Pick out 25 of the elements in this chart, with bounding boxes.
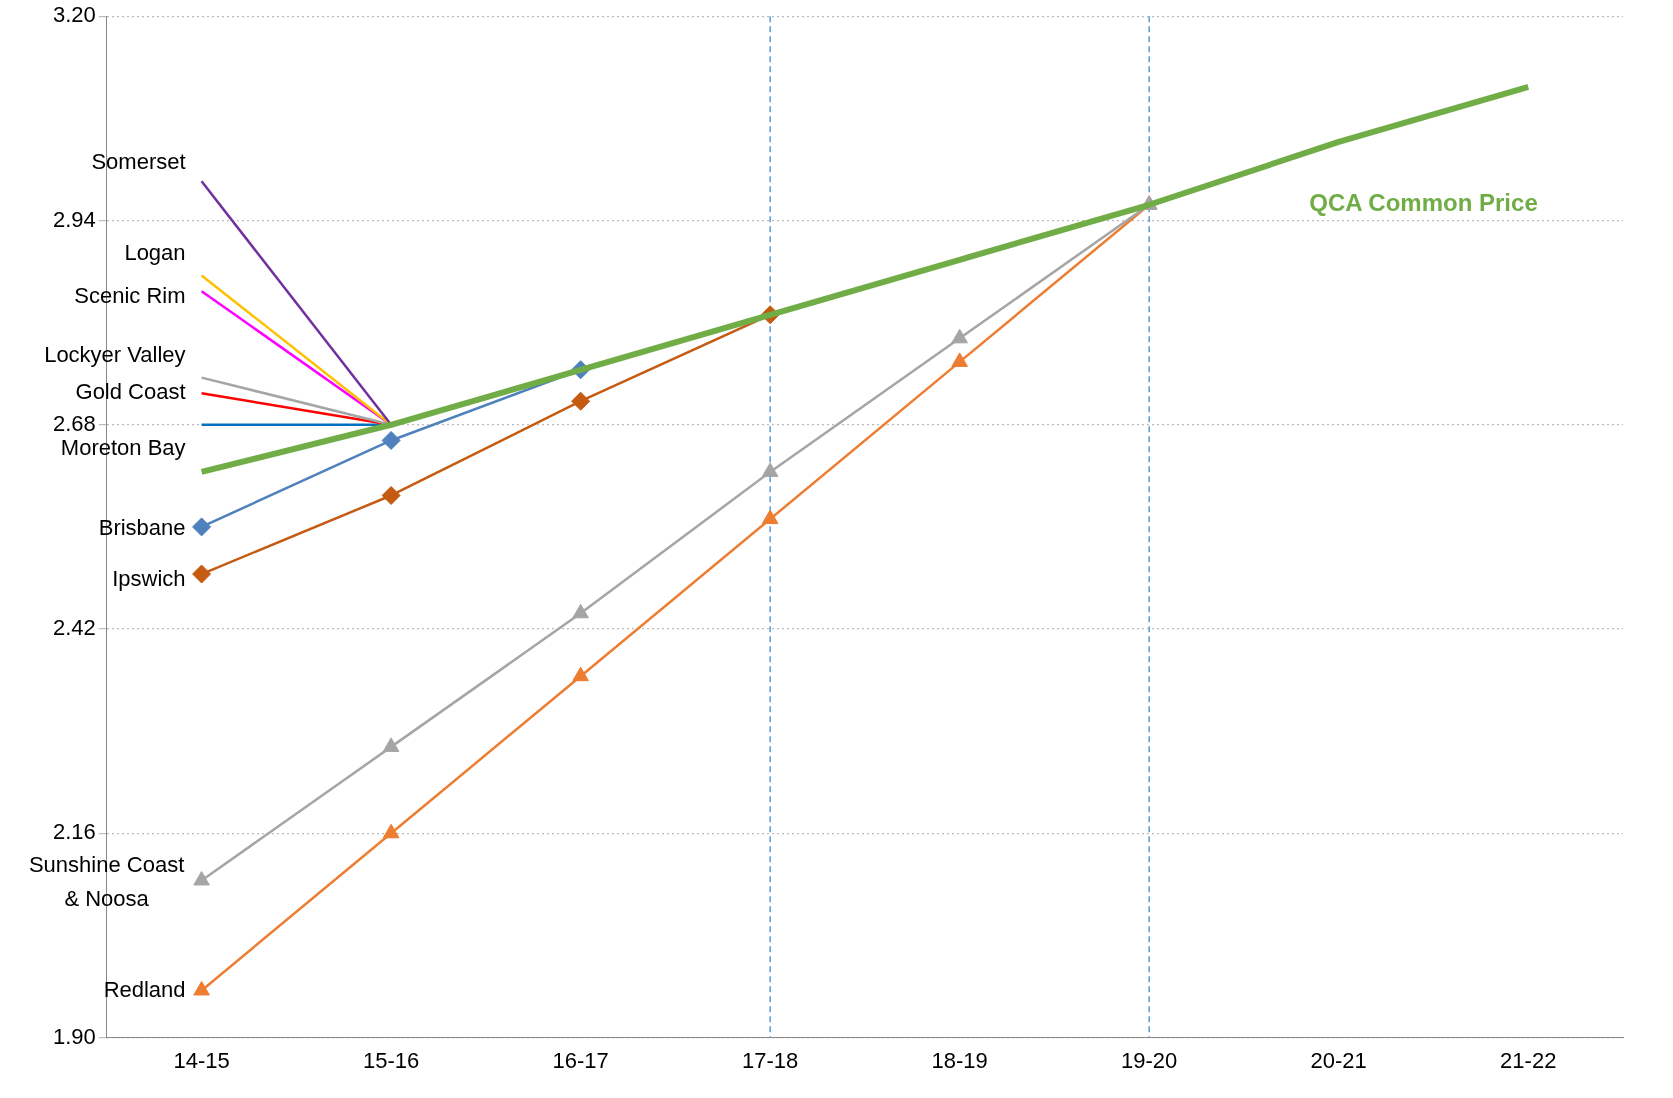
y-tick-label: 2.42 [52,615,96,641]
y-tick-label: 2.16 [52,819,96,845]
x-tick-label: 20-21 [1310,1047,1367,1073]
y-tick-label: 3.20 [52,2,96,28]
y-tick-label: 2.68 [52,410,96,436]
series-label: Scenic Rim [74,283,186,309]
series-label: Somerset [91,149,186,175]
series-label: Lockyer Valley [44,341,186,367]
x-tick-label: 21-22 [1500,1047,1557,1073]
series-label: QCA Common Price [1309,189,1538,217]
series-label: Moreton Bay [60,434,186,460]
series-label: Gold Coast [75,379,186,405]
series-label: Logan [124,239,186,265]
series-label: Ipswich [112,566,186,592]
x-tick-label: 15-16 [362,1047,420,1073]
series-label: Redland [103,976,186,1002]
series-label: Sunshine Coast & Noosa [28,851,185,911]
y-tick-label: 2.94 [52,206,96,232]
x-tick-label: 17-18 [742,1047,799,1073]
y-tick-label: 1.90 [52,1023,96,1049]
x-tick-label: 18-19 [931,1047,988,1073]
series-label: Brisbane [98,514,186,540]
x-tick-label: 14-15 [173,1047,230,1073]
x-tick-label: 19-20 [1121,1047,1178,1073]
x-tick-label: 16-17 [552,1047,609,1073]
